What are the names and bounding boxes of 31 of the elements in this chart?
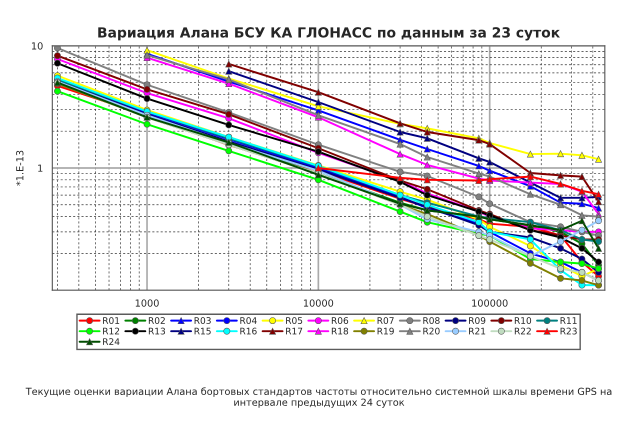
legend-label: R18 bbox=[332, 328, 348, 334]
legend-label: R07 bbox=[378, 317, 394, 324]
x-tick-label: 100000 bbox=[472, 299, 508, 307]
legend-label: R20 bbox=[423, 328, 440, 334]
legend-label: R23 bbox=[560, 328, 577, 334]
y-tick-label: 10 bbox=[32, 42, 43, 50]
legend-label: R22 bbox=[514, 328, 531, 334]
x-tick-label: 10000 bbox=[304, 299, 334, 307]
legend-label: R21 bbox=[469, 328, 486, 334]
legend-label: R09 bbox=[469, 317, 486, 324]
legend-label: R11 bbox=[560, 317, 577, 324]
legend-label: R08 bbox=[423, 317, 440, 324]
legend-label: R05 bbox=[286, 317, 302, 324]
legend-label: R04 bbox=[240, 317, 257, 324]
legend-label: R17 bbox=[286, 328, 302, 334]
legend-label: R19 bbox=[378, 328, 394, 334]
legend-label: R16 bbox=[240, 328, 257, 334]
legend-label: R10 bbox=[514, 317, 532, 324]
legend-label: R06 bbox=[332, 317, 348, 324]
legend-label: R02 bbox=[148, 317, 165, 324]
y-tick-label: 1 bbox=[38, 164, 42, 172]
y-axis-title: *1.E-13 bbox=[16, 150, 24, 186]
chart-title: Вариация Алана БСУ КА ГЛОНАСС по данным за 23 суток bbox=[98, 27, 560, 40]
legend-label: R12 bbox=[103, 328, 120, 334]
legend-label: R01 bbox=[103, 317, 120, 324]
legend-label: R15 bbox=[194, 328, 211, 334]
legend-label: R24 bbox=[103, 338, 120, 345]
legend-label: R13 bbox=[148, 328, 166, 334]
legend-label: R03 bbox=[194, 317, 211, 324]
text: Текущие оценки вариации Алана бортовых стандартов частоты относительно системной шкалы времени GPS на интервале предыдущих 24 суток bbox=[26, 387, 612, 408]
x-tick-label: 1000 bbox=[136, 299, 159, 307]
